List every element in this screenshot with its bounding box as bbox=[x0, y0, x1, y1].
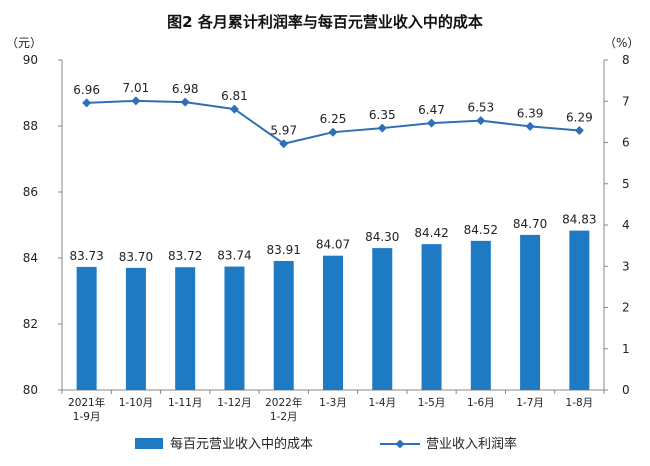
right-tick-label: 7 bbox=[622, 94, 630, 108]
line-marker bbox=[131, 96, 141, 106]
line-value-label: 7.01 bbox=[123, 81, 150, 95]
left-tick-label: 86 bbox=[23, 185, 38, 199]
line-marker bbox=[279, 139, 289, 149]
right-tick-label: 0 bbox=[622, 383, 630, 397]
line-value-label: 5.97 bbox=[270, 124, 297, 138]
x-tick-label: 1-7月 bbox=[516, 397, 544, 409]
left-tick-label: 82 bbox=[23, 317, 38, 331]
data-labels: 83.73 83.70 83.72 83.74 83.91 84.07 84.30 84.42… bbox=[69, 81, 596, 264]
x-tick-label: 1-8月 bbox=[566, 397, 594, 409]
bar-value-label: 83.91 bbox=[267, 243, 301, 257]
legend-line-label: 营业收入利润率 bbox=[426, 436, 517, 452]
chart-title: 图2 各月累计利润率与每百元营业收入中的成本 bbox=[167, 13, 483, 31]
line-marker bbox=[229, 104, 239, 114]
right-tick-label: 6 bbox=[622, 136, 630, 150]
legend: 每百元营业收入中的成本 营业收入利润率 bbox=[135, 436, 517, 452]
line-marker bbox=[82, 98, 92, 108]
right-tick-label: 5 bbox=[622, 177, 630, 191]
x-tick-label: 2022年 bbox=[265, 396, 302, 409]
x-tick-label: 1-4月 bbox=[368, 397, 396, 409]
bar bbox=[569, 230, 590, 390]
x-tick-label: 1-10月 bbox=[119, 397, 153, 409]
bar bbox=[421, 244, 442, 390]
legend-line-marker bbox=[395, 439, 405, 449]
left-tick-label: 88 bbox=[23, 119, 38, 133]
right-tick-label: 3 bbox=[622, 259, 630, 273]
x-tick-label: 1-3月 bbox=[319, 397, 347, 409]
legend-bar-swatch bbox=[135, 438, 163, 449]
bar bbox=[175, 267, 196, 390]
right-tick-label: 4 bbox=[622, 218, 630, 232]
bar-value-label: 84.52 bbox=[464, 223, 498, 237]
line-value-label: 6.39 bbox=[517, 106, 544, 120]
x-tick-label: 1-6月 bbox=[467, 397, 495, 409]
legend-bar-label: 每百元营业收入中的成本 bbox=[170, 436, 313, 452]
x-tick-label: 2021年 bbox=[68, 396, 105, 409]
left-tick-label: 90 bbox=[23, 53, 38, 67]
left-tick-label: 84 bbox=[23, 251, 38, 265]
bar-value-label: 84.07 bbox=[316, 238, 350, 252]
bar-value-label: 84.83 bbox=[562, 213, 596, 227]
bar-value-label: 83.72 bbox=[168, 249, 202, 263]
bar bbox=[125, 267, 146, 390]
line-value-label: 6.29 bbox=[566, 111, 593, 125]
line-value-label: 6.47 bbox=[418, 103, 445, 117]
bar bbox=[372, 248, 393, 390]
bar-value-label: 84.42 bbox=[414, 226, 448, 240]
bar bbox=[470, 240, 491, 390]
bar bbox=[273, 260, 294, 390]
bar-value-label: 83.73 bbox=[69, 249, 103, 263]
left-axis-unit: （元） bbox=[6, 36, 42, 50]
x-tick-label: 1-12月 bbox=[217, 397, 251, 409]
line-marker bbox=[180, 97, 190, 107]
left-tick-label: 80 bbox=[23, 383, 38, 397]
line-value-label: 6.25 bbox=[320, 112, 347, 126]
line-marker bbox=[427, 118, 437, 128]
axes: 80 82 84 86 88 90 0 1 2 3 4 5 6 7 8 bbox=[23, 53, 630, 397]
x-axis-ticks: 2021年 1-9月 1-10月 1-11月 1-12月 2022年 1-2月 1-3月 1-4… bbox=[68, 396, 593, 423]
right-tick-label: 8 bbox=[622, 53, 630, 67]
line-marker bbox=[377, 123, 387, 133]
line-value-label: 6.98 bbox=[172, 82, 199, 96]
bar-value-label: 83.70 bbox=[119, 250, 153, 264]
line-value-label: 6.81 bbox=[221, 89, 248, 103]
line-marker bbox=[476, 116, 486, 126]
bar bbox=[520, 234, 541, 390]
right-tick-label: 2 bbox=[622, 301, 630, 315]
x-tick-label: 1-9月 bbox=[73, 411, 101, 423]
bar-value-label: 84.30 bbox=[365, 230, 399, 244]
right-tick-label: 1 bbox=[622, 342, 630, 356]
bar-value-label: 84.70 bbox=[513, 217, 547, 231]
bar bbox=[76, 266, 97, 390]
bar bbox=[224, 266, 245, 390]
bar-value-label: 83.74 bbox=[217, 249, 251, 263]
x-tick-label: 1-2月 bbox=[270, 411, 298, 423]
line-series bbox=[82, 96, 584, 149]
line-marker bbox=[525, 121, 535, 131]
line-value-label: 6.53 bbox=[467, 101, 494, 115]
right-axis-unit: （%） bbox=[604, 36, 639, 50]
line-marker bbox=[328, 127, 338, 137]
bar-series bbox=[76, 230, 590, 390]
line-marker bbox=[574, 126, 584, 136]
bar bbox=[323, 255, 343, 390]
x-tick-label: 1-11月 bbox=[168, 397, 202, 409]
x-tick-label: 1-5月 bbox=[418, 397, 446, 409]
line-value-label: 6.35 bbox=[369, 108, 396, 122]
line-value-label: 6.96 bbox=[73, 83, 100, 97]
